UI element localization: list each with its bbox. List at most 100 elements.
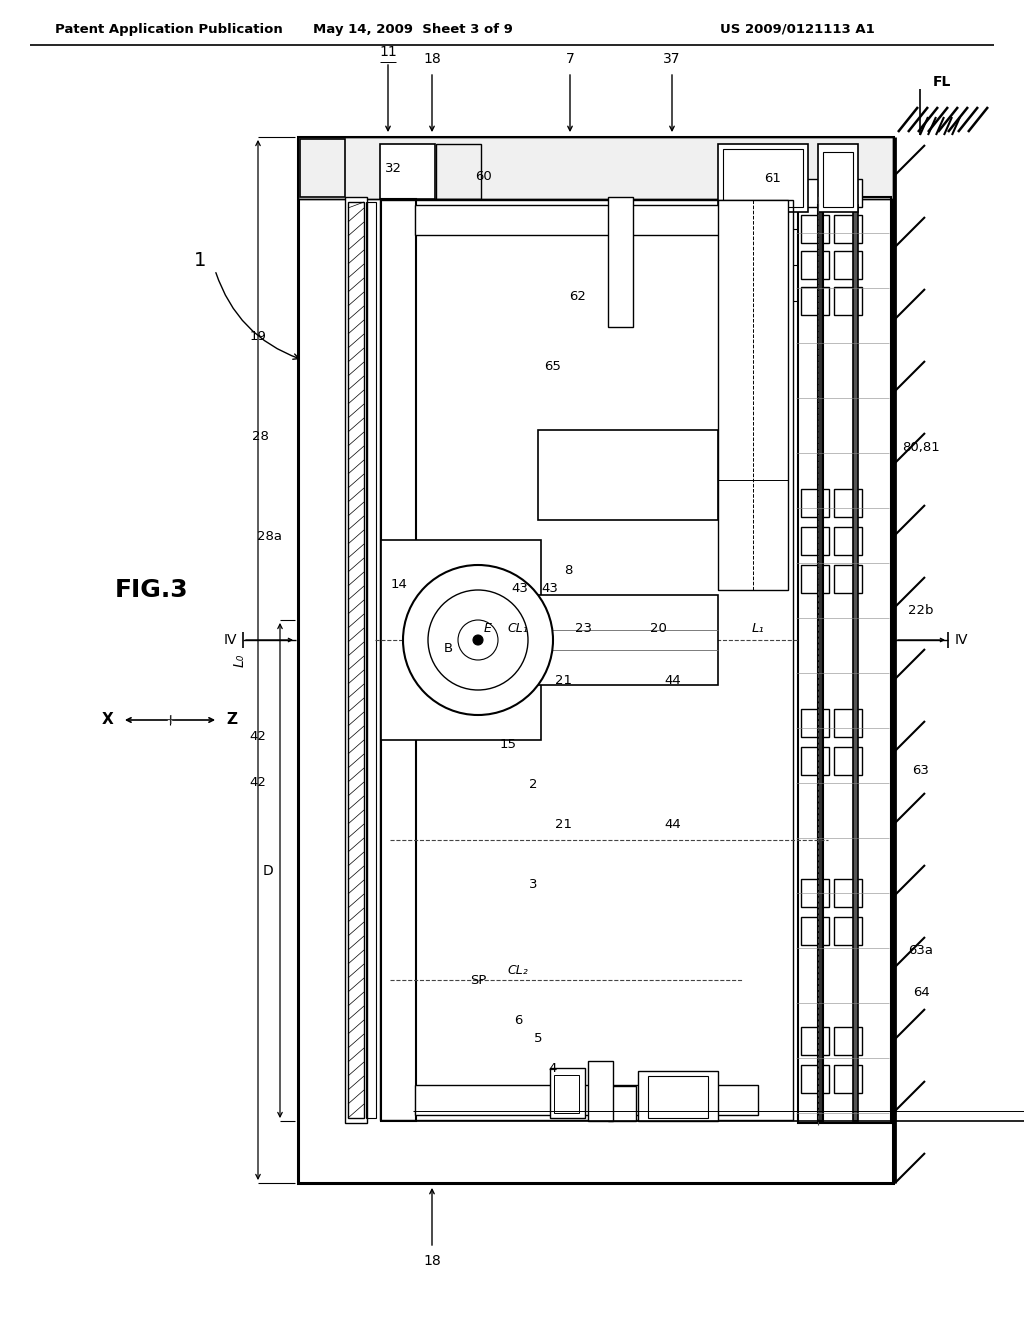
Bar [718,201,788,590]
Bar [381,540,541,741]
Bar [381,199,416,1121]
Bar [834,917,862,945]
Text: 23: 23 [574,622,592,635]
Circle shape [403,565,553,715]
Bar [415,1085,758,1115]
Text: L₀: L₀ [233,653,247,667]
Text: 63a: 63a [908,944,934,957]
Text: 18: 18 [423,51,441,66]
Bar [538,595,718,685]
Text: FIG.3: FIG.3 [115,578,188,602]
Bar [298,137,893,199]
Bar [834,251,862,279]
Text: Z: Z [226,713,238,727]
Bar [436,144,481,199]
Text: 21: 21 [555,818,571,832]
Bar [801,251,829,279]
Bar [834,215,862,243]
Bar [801,917,829,945]
Bar [834,747,862,775]
Bar [348,202,364,1118]
Text: IV: IV [223,634,237,647]
Bar [554,1074,579,1113]
Bar [798,197,891,1123]
Text: 14: 14 [390,578,408,591]
Text: 15: 15 [500,738,516,751]
Text: E: E [484,622,492,635]
Bar [538,430,718,520]
Bar [834,286,862,315]
Bar [801,1027,829,1055]
Text: 2: 2 [528,779,538,792]
Text: 65: 65 [545,360,561,374]
Text: Patent Application Publication: Patent Application Publication [55,22,283,36]
Text: 37: 37 [664,51,681,66]
Bar [801,1065,829,1093]
Text: SP: SP [470,974,486,986]
Text: FL: FL [933,75,951,88]
Bar [818,205,823,1121]
Text: L₁: L₁ [752,622,764,635]
Bar [834,1027,862,1055]
Bar [823,152,853,207]
Text: 64: 64 [912,986,930,999]
Text: IV: IV [954,634,968,647]
Bar [801,286,829,315]
Bar [380,201,793,1119]
Bar [801,180,829,207]
Bar [608,197,633,327]
Bar [834,709,862,737]
Text: 32: 32 [384,162,401,176]
Bar [366,202,376,1118]
Bar [834,488,862,517]
Text: 11: 11 [379,45,397,59]
Text: CL₂: CL₂ [508,964,528,977]
Bar [550,1068,585,1118]
Text: 43: 43 [512,582,528,594]
Text: +: + [164,713,176,727]
Bar [801,709,829,737]
Bar [588,1061,613,1121]
Bar [834,565,862,593]
Text: 3: 3 [528,879,538,891]
Text: 4: 4 [549,1061,557,1074]
Bar [298,137,893,1183]
Text: 28a: 28a [257,531,283,544]
Text: 43: 43 [542,582,558,594]
Bar [380,144,435,199]
Text: 63: 63 [912,763,930,776]
Text: 42: 42 [250,776,266,789]
Text: 19: 19 [250,330,266,343]
Bar [608,1086,636,1121]
Circle shape [473,635,483,645]
Bar [345,197,367,1123]
Text: 5: 5 [534,1031,543,1044]
Bar [648,1076,708,1118]
Text: 20: 20 [649,622,667,635]
Text: X: X [102,713,114,727]
Text: May 14, 2009  Sheet 3 of 9: May 14, 2009 Sheet 3 of 9 [313,22,513,36]
Bar [638,1071,718,1121]
Bar [723,149,803,207]
Text: 6: 6 [514,1015,522,1027]
Bar [801,527,829,554]
Text: US 2009/0121113 A1: US 2009/0121113 A1 [720,22,874,36]
Text: 44: 44 [665,818,681,832]
Text: 80,81: 80,81 [902,441,940,454]
Bar [801,488,829,517]
Text: 42: 42 [250,730,266,743]
Bar [834,180,862,207]
Text: CL₁: CL₁ [508,622,528,635]
Text: 22b: 22b [908,603,934,616]
Text: D: D [262,865,273,878]
Bar [801,565,829,593]
Text: 28: 28 [252,430,268,444]
Bar [801,215,829,243]
Bar [834,527,862,554]
Bar [801,747,829,775]
Text: 8: 8 [564,564,572,577]
Text: 18: 18 [423,1254,441,1269]
Bar [834,1065,862,1093]
Text: 44: 44 [665,673,681,686]
Bar [818,144,858,213]
